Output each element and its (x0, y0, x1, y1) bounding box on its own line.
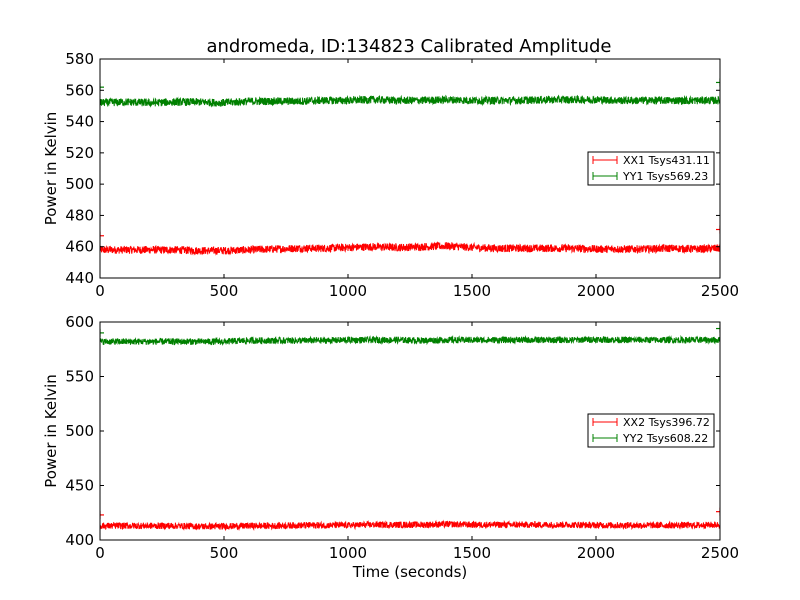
chart-1-legend-box (587, 151, 715, 186)
chart-1-legend-label: XX1 Tsys431.11 (623, 154, 710, 167)
chart-1-y-tick-label: 540 (65, 113, 94, 131)
chart-1-x-tick-label: 2500 (701, 282, 739, 300)
chart-1-series-2-line (100, 94, 720, 108)
chart-2-x-tick-label: 1500 (453, 544, 491, 562)
chart-1-axes: 0 500 1000 1500 2000 2500 440 460 480 500 520 540 56… (42, 50, 739, 300)
chart-2-series-1-end-marker (100, 510, 104, 519)
chart-1-x-tick-label: 1000 (329, 282, 367, 300)
chart-2-x-axis-label: Time (seconds) (352, 563, 468, 581)
chart-2-y-tick-label: 400 (65, 531, 94, 549)
chart-2-series-2-end-marker (716, 324, 720, 333)
chart-2-y-tick-label: 500 (65, 422, 94, 440)
chart-1-legend-entry: XX1 Tsys431.11 (592, 154, 710, 167)
chart-2-series-2-line (100, 334, 720, 346)
chart-1-legend-entry: YY1 Tsys569.23 (592, 170, 708, 183)
chart-2-x-tick-label: 0 (95, 544, 105, 562)
chart-2-series-1-end-marker (716, 507, 720, 516)
chart-2-legend: XX2 Tsys396.72 YY2 Tsys608.22 (587, 413, 715, 448)
chart-2-x-tick-label: 500 (210, 544, 239, 562)
chart-1-series-1-end-marker (100, 231, 104, 240)
chart-1-y-tick-label: 480 (65, 206, 94, 224)
chart-2-legend-entry: XX2 Tsys396.72 (592, 416, 710, 429)
chart-2-y-tick-label: 450 (65, 477, 94, 495)
chart-1-y-tick-label: 440 (65, 269, 94, 287)
chart-1-legend-label: YY1 Tsys569.23 (622, 170, 708, 183)
chart-2-series-2-end-marker (100, 328, 104, 337)
chart-2-series-1-line (100, 519, 720, 532)
chart-1-y-tick-label: 500 (65, 175, 94, 193)
chart-2-legend-label: YY2 Tsys608.22 (622, 432, 708, 445)
chart-1-series-1-line (100, 241, 720, 256)
chart-1-x-tick-label: 2000 (577, 282, 615, 300)
chart-2-y-axis-label: Power in Kelvin (42, 374, 60, 488)
chart-2-x-tick-label: 2500 (701, 544, 739, 562)
chart-1-x-tick-label: 500 (210, 282, 239, 300)
chart-1-y-tick-label: 560 (65, 81, 94, 99)
chart-1-y-tick-label: 580 (65, 50, 94, 68)
chart-2-series-2 (100, 324, 720, 346)
chart-1-legend: XX1 Tsys431.11 YY1 Tsys569.23 (587, 151, 715, 186)
chart-1-x-tick-label: 0 (95, 282, 105, 300)
chart-1-series-1 (100, 225, 720, 256)
chart-2-series-1 (100, 507, 720, 532)
chart-1-series-2-end-marker (716, 78, 720, 87)
chart-2-x-tick-label: 1000 (329, 544, 367, 562)
chart-1-series-2-end-marker (100, 83, 104, 92)
chart-2-axes: 0 500 1000 1500 2000 2500 400 450 500 550 600 Power… (42, 313, 739, 562)
chart-2-legend-entry: YY2 Tsys608.22 (592, 432, 708, 445)
chart-1-y-axis-label: Power in Kelvin (42, 112, 60, 226)
chart-2-x-tick-label: 2000 (577, 544, 615, 562)
chart-2-y-tick-label: 550 (65, 368, 94, 386)
chart-1-y-tick-label: 520 (65, 144, 94, 162)
chart-1-x-tick-label: 1500 (453, 282, 491, 300)
chart-1-title: andromeda, ID:134823 Calibrated Amplitud… (206, 36, 611, 57)
chart-1-series-1-end-marker (716, 225, 720, 234)
chart-2-legend-label: XX2 Tsys396.72 (623, 416, 710, 429)
chart-1-y-tick-label: 460 (65, 238, 94, 256)
chart-1-series-2 (100, 78, 720, 108)
chart-2-y-tick-label: 600 (65, 313, 94, 331)
chart-1-plot-frame (99, 58, 721, 279)
chart-2-legend-box (587, 413, 715, 448)
